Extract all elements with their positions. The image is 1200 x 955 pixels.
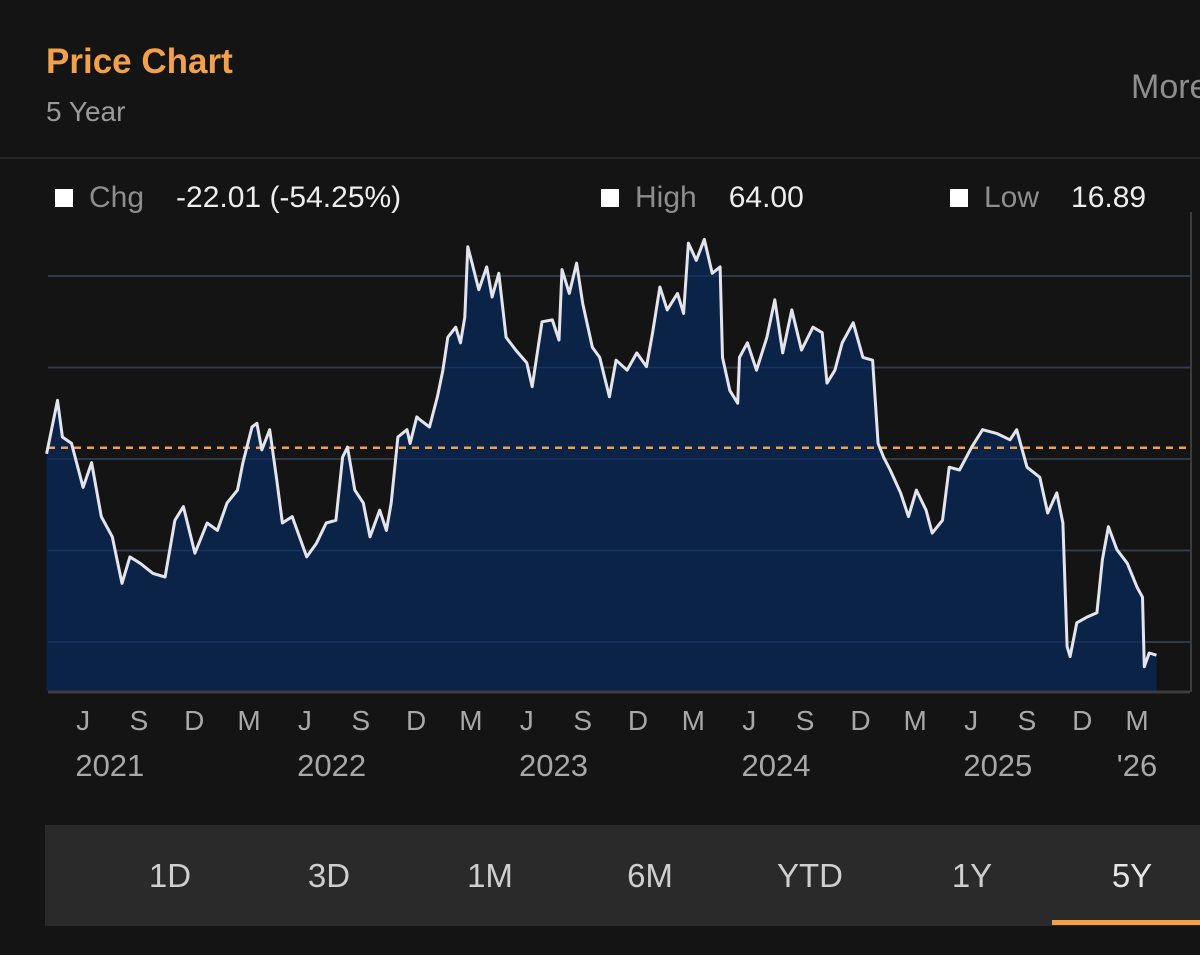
price-area-fill	[46, 239, 1157, 691]
stat-high: High 64.00	[601, 178, 804, 218]
year-label: 2024	[741, 748, 810, 783]
x-tick-label: S	[351, 705, 370, 736]
active-tab-indicator	[1052, 920, 1200, 925]
year-label: 2021	[75, 748, 144, 783]
x-tick-label: D	[628, 705, 648, 736]
legend-square-icon	[950, 189, 968, 207]
x-tick-label: J	[298, 705, 312, 736]
x-tick-label: J	[76, 705, 90, 736]
x-tick-label: D	[850, 705, 870, 736]
x-tick-label: D	[406, 705, 426, 736]
tab-1m[interactable]: 1M	[467, 857, 513, 894]
x-tick-label: J	[520, 705, 534, 736]
tab-3d[interactable]: 3D	[307, 857, 351, 894]
stat-value: -22.01 (-54.25%)	[176, 181, 402, 214]
x-tick-label: M	[237, 705, 260, 736]
x-tick-label: M	[682, 705, 705, 736]
price-line	[45, 237, 1157, 669]
year-label: 2023	[519, 748, 588, 783]
range-tab-bar: 1D 3D 1M 6M YTD 1Y 5Y	[45, 825, 1200, 926]
year-label: 2025	[963, 748, 1032, 783]
page-title: Price Chart	[46, 42, 233, 81]
x-tick-label: J	[742, 705, 756, 736]
tab-6m[interactable]: 6M	[627, 857, 673, 894]
x-tick-label: S	[796, 705, 815, 736]
tab-1d[interactable]: 1D	[148, 857, 192, 894]
x-tick-label: S	[130, 705, 149, 736]
x-tick-label: S	[573, 705, 592, 736]
stat-label: Low	[984, 181, 1040, 214]
x-tick-label: S	[1018, 705, 1037, 736]
year-label: 2022	[297, 748, 366, 783]
x-tick-label: M	[903, 705, 926, 736]
stat-value: 16.89	[1071, 181, 1147, 214]
legend-square-icon	[601, 189, 619, 207]
tab-1y[interactable]: 1Y	[951, 857, 993, 894]
tab-ytd[interactable]: YTD	[777, 857, 843, 894]
x-tick-label: J	[964, 705, 978, 736]
stat-label: Chg	[89, 181, 145, 214]
gridlines-over-fill	[48, 275, 1190, 643]
stat-change: Chg -22.01 (-54.25%)	[55, 178, 401, 218]
period-subtitle: 5 Year	[46, 96, 126, 127]
stat-low: Low 16.89	[950, 178, 1146, 218]
x-tick-label: M	[459, 705, 482, 736]
year-labels: 2021 2022 2023 2024 2025 '26	[75, 748, 1157, 783]
x-tick-label: M	[1125, 705, 1148, 736]
tab-5y[interactable]: 5Y	[1111, 857, 1153, 894]
x-tick-label: D	[184, 705, 204, 736]
legend-square-icon	[55, 189, 73, 207]
header-divider	[0, 157, 1200, 159]
stat-label: High	[635, 181, 697, 214]
year-label: '26	[1117, 748, 1157, 783]
x-tick-label: D	[1072, 705, 1092, 736]
more-link[interactable]: More	[1131, 68, 1200, 106]
stat-value: 64.00	[728, 181, 804, 214]
